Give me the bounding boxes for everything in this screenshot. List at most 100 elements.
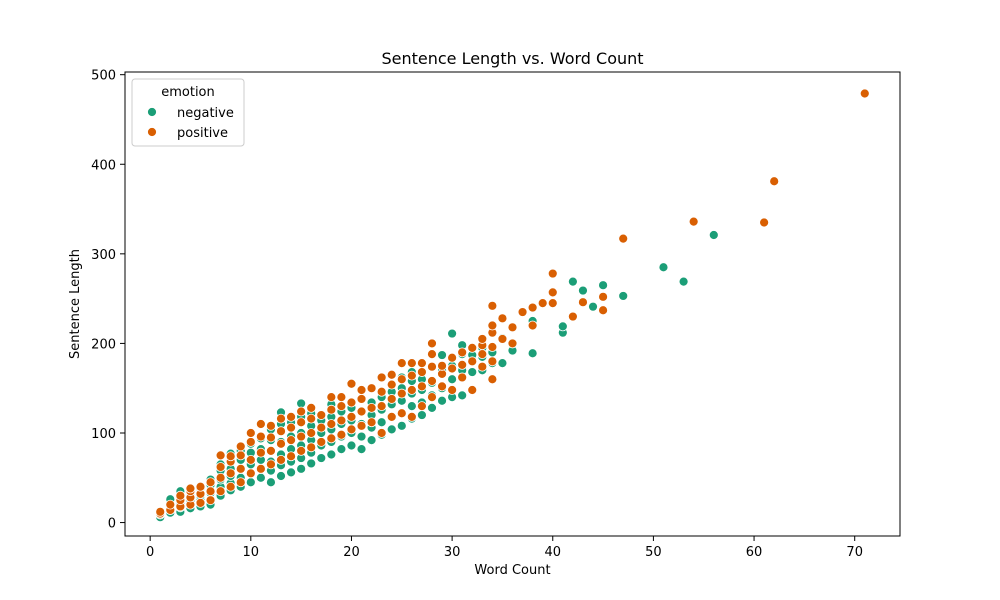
- data-point-positive: [487, 356, 498, 367]
- data-point-positive: [215, 450, 226, 461]
- data-point-positive: [336, 415, 347, 426]
- data-point-positive: [427, 349, 437, 360]
- data-point-positive: [467, 356, 478, 367]
- data-point-positive: [215, 462, 226, 472]
- data-point-positive: [547, 298, 558, 309]
- y-tick-label: 400: [91, 158, 116, 173]
- x-tick-label: 10: [243, 545, 260, 560]
- data-point-negative: [567, 276, 578, 287]
- data-point-positive: [487, 342, 498, 352]
- data-point-positive: [507, 338, 518, 349]
- data-point-positive: [326, 433, 337, 444]
- data-point-positive: [527, 302, 538, 313]
- data-point-positive: [235, 463, 246, 474]
- data-point-positive: [326, 419, 337, 429]
- data-point-positive: [346, 397, 357, 408]
- y-axis-ticks: 0 100 200 300 400 500: [91, 69, 125, 532]
- data-point-positive: [276, 413, 286, 424]
- data-point-negative: [557, 321, 568, 332]
- x-tick-label: 0: [146, 545, 154, 560]
- data-point-positive: [366, 417, 377, 428]
- data-point-negative: [527, 348, 538, 359]
- data-point-negative: [346, 440, 357, 451]
- data-point-positive: [396, 388, 407, 399]
- data-point-positive: [225, 468, 236, 479]
- data-point-positive: [296, 406, 307, 417]
- data-point-positive: [517, 307, 528, 317]
- data-point-positive: [296, 446, 307, 456]
- data-point-positive: [255, 431, 266, 442]
- y-tick-label: 200: [91, 337, 116, 352]
- legend: emotion negative positive: [131, 78, 245, 147]
- data-point-positive: [437, 381, 447, 392]
- data-point-positive: [578, 297, 588, 308]
- data-point-positive: [437, 368, 447, 379]
- data-point-negative: [366, 435, 377, 446]
- data-point-positive: [376, 386, 387, 397]
- data-point-negative: [296, 398, 307, 409]
- data-point-negative: [306, 458, 317, 469]
- data-point-negative: [437, 350, 447, 360]
- data-point-positive: [376, 401, 387, 412]
- x-tick-label: 50: [645, 545, 662, 560]
- data-point-positive: [477, 349, 488, 360]
- data-point-positive: [306, 413, 317, 424]
- data-point-negative: [447, 328, 458, 339]
- data-point-positive: [276, 438, 286, 449]
- legend-marker-negative: [147, 107, 157, 117]
- data-point-positive: [316, 422, 327, 433]
- data-point-negative: [245, 477, 256, 488]
- data-point-positive: [447, 363, 458, 374]
- data-point-negative: [316, 453, 327, 463]
- data-point-positive: [386, 411, 397, 422]
- data-point-positive: [406, 411, 417, 422]
- data-point-positive: [386, 394, 397, 404]
- data-point-positive: [356, 385, 367, 395]
- data-point-positive: [396, 408, 407, 419]
- data-point-negative: [437, 395, 447, 406]
- data-point-positive: [326, 404, 337, 415]
- data-point-positive: [598, 305, 608, 316]
- data-point-positive: [215, 472, 226, 483]
- data-point-negative: [356, 444, 367, 455]
- legend-title: emotion: [161, 85, 215, 100]
- data-point-positive: [185, 483, 196, 494]
- data-point-positive: [306, 403, 317, 413]
- data-point-positive: [427, 338, 437, 349]
- data-point-positive: [417, 401, 427, 412]
- data-point-positive: [215, 486, 226, 497]
- x-tick-label: 40: [544, 545, 561, 560]
- data-point-negative: [447, 374, 458, 385]
- data-point-positive: [255, 447, 266, 458]
- data-point-positive: [447, 352, 458, 363]
- data-point-positive: [266, 432, 276, 443]
- data-point-positive: [427, 361, 437, 372]
- data-point-positive: [547, 268, 558, 279]
- data-point-positive: [225, 481, 236, 492]
- data-point-positive: [245, 468, 256, 479]
- data-point-negative: [427, 403, 437, 413]
- data-point-positive: [417, 367, 427, 377]
- data-point-positive: [296, 431, 307, 442]
- data-point-positive: [286, 411, 296, 422]
- x-tick-label: 30: [444, 545, 461, 560]
- data-point-positive: [255, 419, 266, 429]
- data-point-positive: [205, 495, 216, 506]
- y-tick-label: 500: [91, 69, 116, 84]
- data-point-positive: [447, 385, 458, 395]
- data-point-negative: [255, 472, 266, 483]
- data-point-positive: [477, 334, 488, 344]
- data-point-positive: [195, 497, 206, 508]
- data-point-positive: [467, 342, 478, 353]
- data-point-positive: [235, 477, 246, 488]
- data-point-positive: [427, 376, 437, 386]
- data-point-positive: [296, 417, 307, 428]
- data-point-positive: [356, 406, 367, 417]
- data-point-negative: [376, 417, 387, 428]
- data-point-negative: [457, 390, 468, 401]
- data-point-positive: [346, 424, 357, 435]
- data-point-negative: [467, 367, 478, 377]
- x-tick-label: 70: [846, 545, 863, 560]
- x-axis-label: Word Count: [474, 563, 550, 578]
- data-point-positive: [235, 441, 246, 452]
